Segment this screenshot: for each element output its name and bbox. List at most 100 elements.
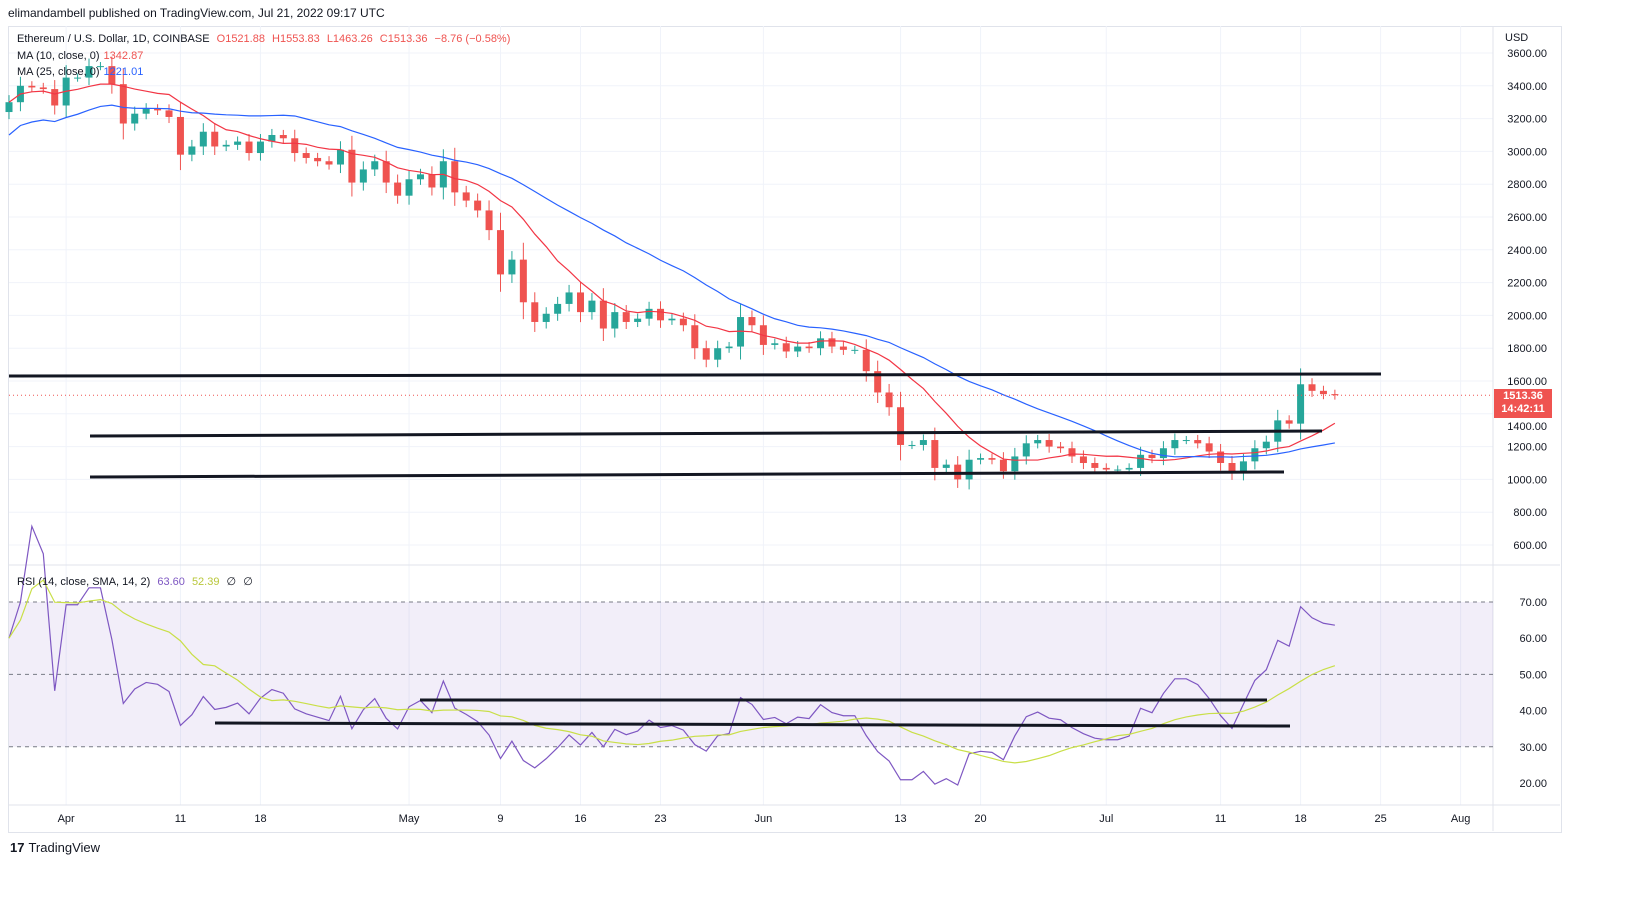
candle [336,141,344,174]
candle [691,314,699,360]
rsi-tick-label: 70.00 [1519,597,1547,609]
candle [428,166,436,196]
bar-countdown: 14:42:11 [1501,403,1545,415]
candle [1159,441,1167,466]
candle [222,140,230,152]
time-tick-label: 11 [175,813,186,825]
candle [942,459,950,474]
brand-name: TradingView [28,840,101,855]
candle [737,304,745,360]
price-tick-label: 1600.00 [1507,376,1547,388]
candle [28,81,36,93]
open-value: O1521.88 [216,33,265,45]
candle [668,314,676,325]
ma10-legend[interactable]: MA (10, close, 0) 1342.87 [17,50,147,62]
price-tick-label: 2600.00 [1507,212,1547,224]
candle [1057,442,1065,453]
candle [657,301,665,328]
price-tick-label: 3200.00 [1507,114,1547,126]
ma25-value: 1221.01 [103,66,144,78]
time-tick-label: 20 [974,813,986,825]
time-tick-label: 18 [254,813,266,825]
candle [851,345,859,354]
candle [359,161,367,191]
candle [119,68,127,140]
ma10-value: 1342.87 [103,50,144,62]
candle [96,62,104,71]
rsi-legend[interactable]: RSI (14, close, SMA, 14, 2) 63.60 52.39 … [17,575,257,588]
rsi-extra-2: ∅ [243,576,253,588]
candle [908,440,916,450]
candle [748,310,756,332]
tradingview-logo[interactable]: 17 TradingView [10,840,100,855]
candle [931,427,939,481]
rsi-label: RSI (14, close, SMA, 14, 2) [17,576,151,588]
drawn-support-resistance-line[interactable] [89,429,1323,438]
candle [714,340,722,368]
candle [176,101,184,171]
candle [302,147,310,164]
symbol-legend: Ethereum / U.S. Dollar, 1D, COINBASE O15… [17,33,514,45]
rsi-tick-label: 20.00 [1519,778,1547,790]
candle [74,73,82,82]
candle [965,449,973,490]
candle [394,174,402,204]
candle [702,340,710,368]
candle [897,391,905,461]
candle [462,185,470,208]
low-value: L1463.26 [326,33,373,45]
candle [577,282,584,323]
candle [245,134,253,161]
ma25-line [8,104,1335,458]
candle [1148,449,1156,464]
price-tick-label: 3600.00 [1507,48,1547,60]
candle [199,123,207,156]
rsi-tick-label: 50.00 [1519,669,1547,681]
candle [371,154,379,176]
candle [451,147,459,206]
price-tick-label: 1000.00 [1507,474,1547,486]
candle [817,331,825,356]
candle [1034,434,1042,449]
time-tick-label: 13 [894,813,906,825]
candle [188,139,196,162]
drawn-support-resistance-line[interactable] [8,372,1382,378]
ma25-label: MA (25, close, 0) [17,66,100,78]
candle [1068,441,1076,463]
drawn-support-resistance-line[interactable] [214,721,1291,728]
candle [1239,453,1247,481]
candle [348,135,356,197]
candle [588,293,596,320]
chart-frame [8,26,1562,833]
candle [508,251,516,283]
candle [474,193,482,218]
candle [496,212,504,292]
time-tick-label: Jul [1099,813,1113,825]
candle [234,136,242,150]
candle [314,152,322,167]
time-tick-label: 25 [1374,813,1386,825]
time-tick-label: Aug [1451,813,1471,825]
time-tick-label: Jun [755,813,773,825]
candle [154,104,162,115]
candle [679,312,687,332]
time-tick-label: 11 [1215,813,1226,825]
last-price: 1513.36 [1503,390,1543,402]
publish-info: elimandambell published on TradingView.c… [8,6,385,20]
rsi-sma-value: 52.39 [191,576,220,588]
price-tick-label: 1400.00 [1507,421,1547,433]
candle [542,307,550,329]
rsi-extra-1: ∅ [226,576,237,588]
candle [919,434,927,451]
candle [1319,385,1327,400]
candle [999,452,1007,479]
ma25-legend[interactable]: MA (25, close, 0) 1221.01 [17,66,147,78]
drawn-support-resistance-line[interactable] [89,470,1285,479]
candle [5,95,13,120]
candle [325,156,333,170]
time-tick-label: 16 [574,813,586,825]
candle [771,338,779,350]
candle [531,292,539,332]
price-tick-label: 2400.00 [1507,245,1547,257]
